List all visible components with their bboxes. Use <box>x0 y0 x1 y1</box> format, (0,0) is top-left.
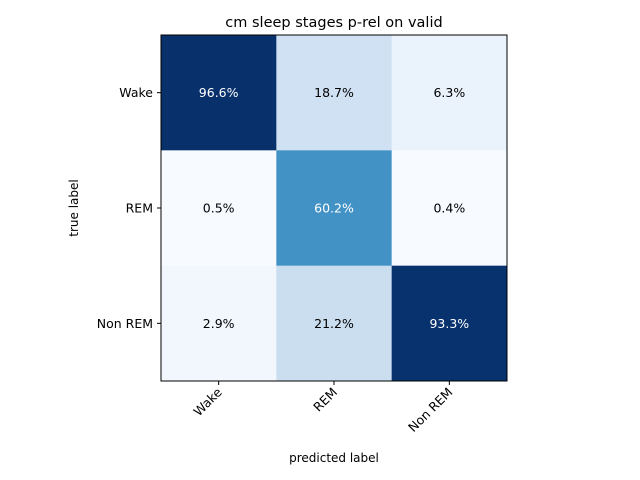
x-tick-label: Wake <box>190 384 225 419</box>
x-tick-label: Non REM <box>405 385 455 435</box>
heatmap-cell <box>161 35 277 151</box>
heatmap-cell <box>391 150 508 267</box>
heatmap-cells <box>161 35 508 382</box>
cell-value-label: 6.3% <box>433 85 465 100</box>
y-axis-label: true label <box>67 179 81 236</box>
heatmap-cell <box>161 265 277 382</box>
heatmap-cell-labels: 96.6% 18.7% 6.3% 0.5% 60.2% 0.4% 2.9% 21.2% 93.3… <box>199 85 469 331</box>
cell-value-label: 0.5% <box>203 201 235 216</box>
heatmap-cell <box>276 150 393 267</box>
cell-value-label: 18.7% <box>314 85 354 100</box>
cell-value-label: 2.9% <box>203 316 235 331</box>
x-tick-label: REM <box>310 385 340 415</box>
cell-value-label: 60.2% <box>314 201 354 216</box>
cell-value-label: 96.6% <box>199 85 239 100</box>
y-tick-label: Non REM <box>97 316 153 331</box>
y-tick-label: Wake <box>119 85 153 100</box>
x-axis-ticks: Wake REM Non REM <box>190 381 455 435</box>
heatmap-cell <box>391 35 508 151</box>
heatmap-cell <box>391 265 508 382</box>
cell-value-label: 93.3% <box>429 316 469 331</box>
heatmap-cell <box>161 150 277 267</box>
chart-title: cm sleep stages p-rel on valid <box>225 15 442 31</box>
cell-value-label: 21.2% <box>314 316 354 331</box>
cell-value-label: 0.4% <box>433 201 465 216</box>
heatmap-cell <box>276 265 393 382</box>
y-axis-ticks: Wake REM Non REM <box>97 85 161 331</box>
x-axis-label: predicted label <box>289 451 379 465</box>
heatmap-cell <box>276 35 393 151</box>
y-tick-label: REM <box>126 201 153 216</box>
